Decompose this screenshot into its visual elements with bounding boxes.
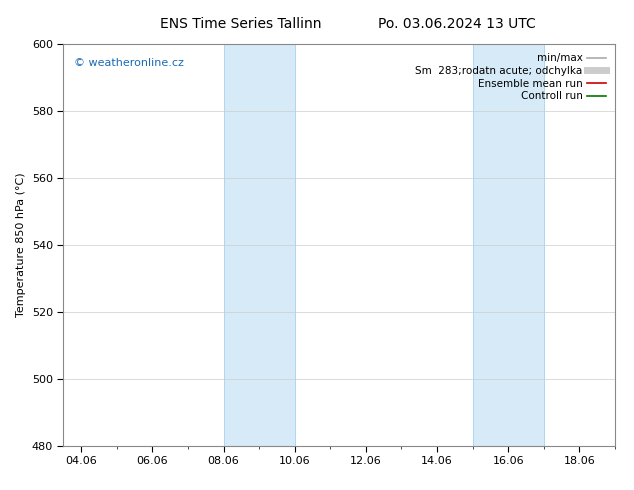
Y-axis label: Temperature 850 hPa (°C): Temperature 850 hPa (°C): [16, 172, 26, 318]
Bar: [472, 44, 544, 446]
Text: © weatheronline.cz: © weatheronline.cz: [74, 58, 184, 68]
Bar: [224, 44, 295, 446]
Legend: min/max, Sm  283;rodatn acute; odchylka, Ensemble mean run, Controll run: min/max, Sm 283;rodatn acute; odchylka, …: [411, 49, 610, 105]
Text: Po. 03.06.2024 13 UTC: Po. 03.06.2024 13 UTC: [378, 17, 535, 31]
Text: ENS Time Series Tallinn: ENS Time Series Tallinn: [160, 17, 321, 31]
